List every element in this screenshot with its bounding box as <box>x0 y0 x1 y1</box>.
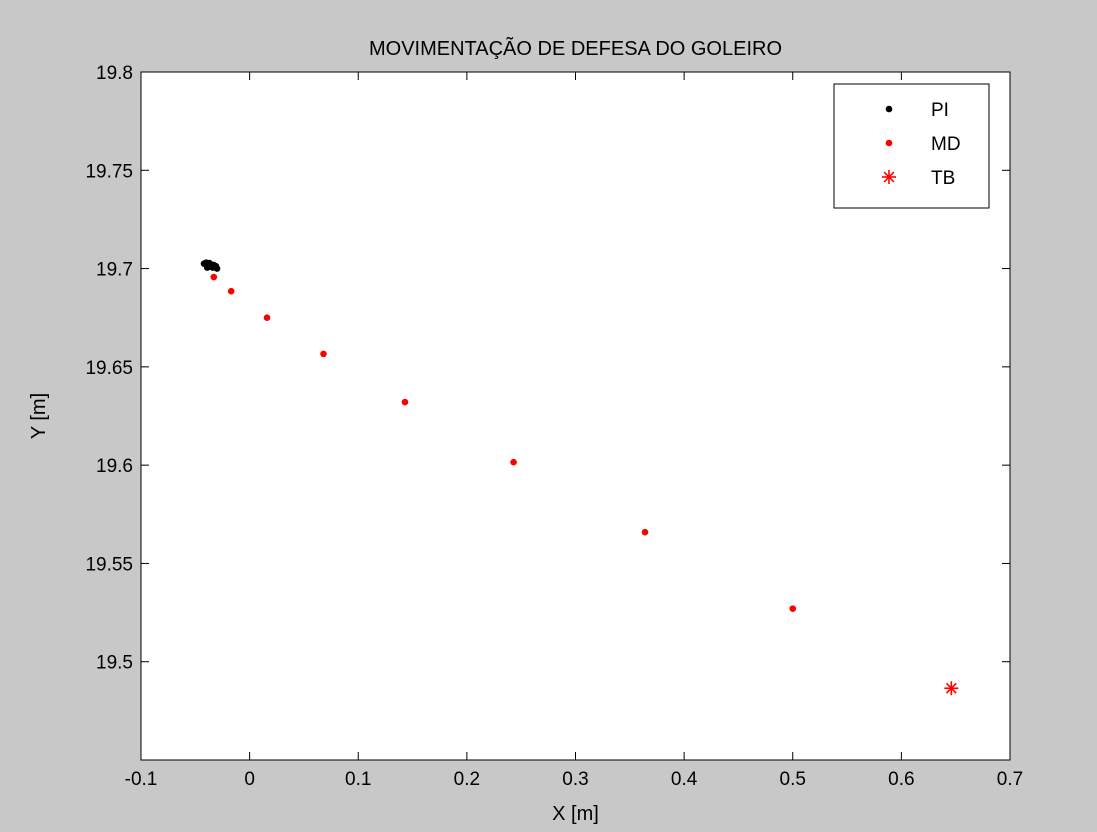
y-tick-label: 19.8 <box>96 63 133 84</box>
legend: PI MD TB <box>833 83 990 209</box>
y-tick-label: 19.7 <box>96 260 133 281</box>
point-md <box>789 605 797 612</box>
legend-label: PI <box>931 100 949 121</box>
point-md <box>510 458 517 466</box>
point-md <box>263 314 271 322</box>
axis-ticks <box>140 71 1011 760</box>
axis-tick-labels: -0.1 0 0.1 0.2 0.3 0.4 0.5 0.6 0.7 19.5 19.55 19.6 1… <box>85 63 1023 790</box>
point-pi <box>203 264 211 271</box>
x-tick-label: 0.2 <box>454 769 480 790</box>
legend-marker-pi <box>885 105 893 113</box>
x-axis-label: X [m] <box>552 803 599 825</box>
x-tick-label: -0.1 <box>125 769 158 790</box>
point-pi <box>213 265 221 272</box>
x-tick-label: 0.6 <box>888 769 914 790</box>
legend-entry-tb: TB <box>882 168 955 189</box>
y-tick-label: 19.65 <box>85 358 133 379</box>
y-tick-label: 19.75 <box>85 161 133 182</box>
x-tick-label: 0.3 <box>562 769 588 790</box>
x-tick-label: 0.5 <box>780 769 806 790</box>
chart-title: MOVIMENTAÇÃO DE DEFESA DO GOLEIRO <box>369 36 782 60</box>
legend-label: TB <box>931 168 955 189</box>
x-tick-label: 0.1 <box>345 769 371 790</box>
point-md <box>210 273 218 281</box>
x-tick-label: 0.7 <box>997 769 1023 790</box>
point-md <box>401 398 409 406</box>
point-md <box>320 350 327 358</box>
legend-marker-md <box>885 139 893 147</box>
legend-marker-tb <box>882 170 896 184</box>
x-tick-label: 0.4 <box>671 769 698 790</box>
y-tick-label: 19.55 <box>85 554 133 575</box>
legend-entries: PI MD TB <box>882 100 961 189</box>
data-points <box>200 259 959 696</box>
y-tick-label: 19.5 <box>96 653 133 674</box>
point-md <box>227 287 235 295</box>
series-pi <box>200 259 221 272</box>
legend-box <box>833 83 990 209</box>
legend-entry-md: MD <box>885 134 961 155</box>
point-md <box>641 528 649 536</box>
point-tb <box>944 681 959 696</box>
series-md <box>210 273 797 612</box>
x-tick-label: 0 <box>244 769 255 790</box>
y-tick-label: 19.6 <box>96 456 133 477</box>
legend-entry-pi: PI <box>885 100 949 121</box>
y-axis-label: Y [m] <box>28 393 50 439</box>
series-tb <box>944 681 959 696</box>
legend-label: MD <box>931 134 961 155</box>
